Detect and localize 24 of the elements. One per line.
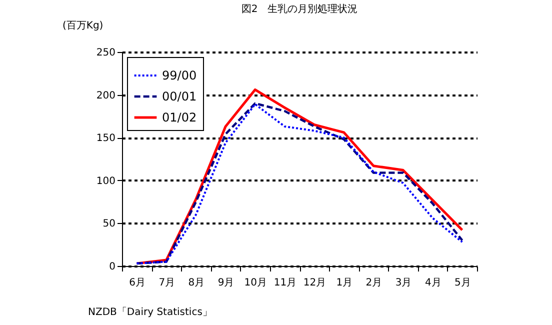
- x-tick-label: 5月: [454, 278, 471, 288]
- y-tick-label: 250: [96, 48, 116, 58]
- legend-label: 99/00: [162, 68, 197, 82]
- x-tick-label: 2月: [366, 278, 382, 288]
- x-tick-label: 9月: [218, 278, 234, 288]
- x-tick-label: 8月: [188, 278, 205, 288]
- y-tick-label: 200: [96, 90, 116, 102]
- x-tick-label: 3月: [395, 278, 412, 288]
- y-axis-title: (百万Kg): [62, 20, 104, 32]
- y-tick-label: 0: [109, 262, 116, 272]
- x-tick-label: 6月: [129, 278, 146, 288]
- x-tick-label: 4月: [424, 278, 442, 288]
- x-tick-label: 7月: [158, 278, 176, 288]
- x-tick-label: 1月: [336, 278, 353, 288]
- text: NZDB「Dairy Statistics」: [88, 306, 212, 319]
- y-tick-label: 100: [96, 176, 116, 187]
- x-tick-label: 10月: [244, 278, 267, 288]
- y-tick-label: 150: [96, 133, 116, 144]
- legend-label: 01/02: [162, 110, 197, 124]
- legend-label: 00/01: [162, 90, 197, 104]
- x-tick-label: 11月: [274, 278, 297, 288]
- x-tick-label: 12月: [303, 278, 326, 288]
- y-tick-label: 50: [102, 218, 116, 230]
- chart-title: 図2 生乳の月別処理状況: [241, 3, 358, 15]
